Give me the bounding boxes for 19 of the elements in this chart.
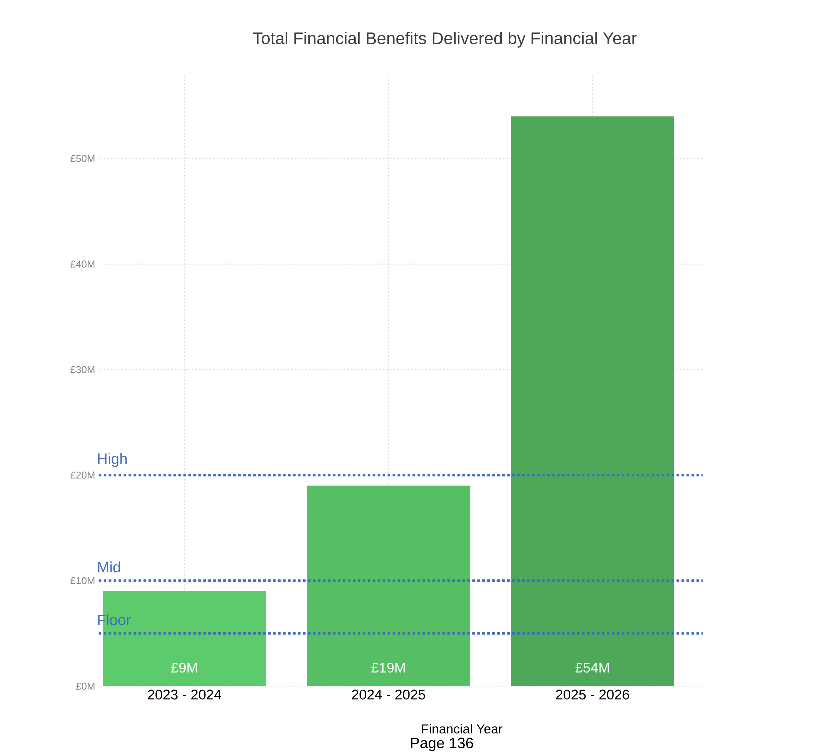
ref-line-label: High — [98, 453, 127, 468]
x-axis-title: Financial Year — [422, 724, 503, 734]
y-tick-label: £10M — [70, 577, 95, 584]
y-tick-label: £30M — [70, 366, 95, 374]
x-tick-label: 2025 - 2026 — [556, 690, 630, 700]
ref-line-label: Mid — [98, 562, 120, 573]
y-tick-label: £50M — [70, 155, 95, 162]
y-tick-label: £0M — [76, 682, 95, 690]
chart-title: Total Financial Benefits Delivered by Financial Year — [253, 32, 637, 48]
text: Page 136 — [411, 738, 474, 752]
y-tick-label: £40M — [70, 260, 95, 268]
data-label: £19M — [372, 662, 406, 673]
y-tick-label: £20M — [70, 472, 95, 479]
x-tick-label: 2024 - 2025 — [352, 690, 426, 700]
x-tick-label: 2023 - 2024 — [148, 690, 222, 700]
data-label: £54M — [576, 662, 610, 673]
data-label: £9M — [172, 662, 198, 673]
bar — [307, 486, 470, 686]
bar — [511, 116, 674, 686]
